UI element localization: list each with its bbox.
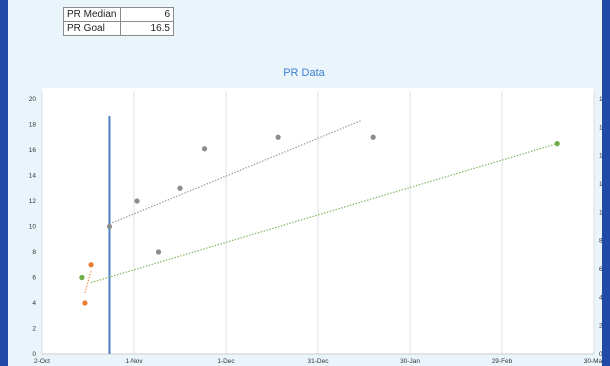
y-right-tick-label: 14 bbox=[599, 153, 602, 160]
y-right-tick-label: 0 bbox=[599, 351, 602, 358]
y-right-tick-label: 8 bbox=[599, 238, 602, 245]
y-left-tick-label: 6 bbox=[32, 275, 36, 282]
chart-title: PR Data bbox=[283, 67, 325, 79]
grey-point bbox=[275, 134, 281, 140]
grey-point bbox=[201, 146, 208, 152]
orange-trendline bbox=[84, 270, 92, 293]
grey-point bbox=[134, 198, 140, 204]
x-tick-label: 1-Nov bbox=[125, 358, 143, 365]
green-point bbox=[79, 274, 85, 281]
grey-point bbox=[106, 223, 113, 230]
y-right-tick-label: 18 bbox=[599, 96, 602, 103]
x-tick-label: 31-Dec bbox=[308, 358, 330, 365]
y-right-tick-label: 10 bbox=[599, 209, 602, 216]
y-right-tick-label: 4 bbox=[599, 294, 602, 301]
y-left-tick-label: 16 bbox=[29, 147, 37, 154]
y-left-tick-label: 10 bbox=[29, 224, 37, 231]
grey-point bbox=[155, 249, 162, 255]
y-left-tick-label: 14 bbox=[29, 173, 37, 180]
x-tick-label: 2-Oct bbox=[34, 358, 50, 365]
y-left-tick-label: 8 bbox=[32, 249, 36, 256]
x-tick-label: 30-Jan bbox=[400, 358, 420, 365]
y-left-tick-label: 4 bbox=[32, 300, 36, 307]
y-axis-left-ticks: 0 2 4 6 8 10 12 14 16 18 20 bbox=[29, 96, 37, 358]
y-axis-right-ticks: 0 2 4 6 8 10 12 14 16 18 bbox=[599, 96, 602, 358]
y-right-tick-label: 12 bbox=[599, 181, 602, 188]
y-right-tick-label: 6 bbox=[599, 266, 602, 273]
x-tick-label: 1-Dec bbox=[217, 358, 235, 365]
y-right-tick-label: 16 bbox=[599, 124, 602, 131]
y-right-tick-label: 2 bbox=[599, 323, 602, 330]
grey-point bbox=[177, 185, 183, 191]
x-tick-label: 29-Feb bbox=[492, 358, 513, 365]
chart-frame: PR Median 6 PR Goal 16.5 2-Oct 1-Nov 1-Dec… bbox=[8, 0, 602, 366]
grey-point bbox=[370, 134, 376, 140]
orange-point bbox=[88, 262, 94, 268]
gridlines bbox=[41, 91, 595, 355]
x-axis-ticks: 2-Oct 1-Nov 1-Dec 31-Dec 30-Jan 29-Feb 30-Mar bbox=[34, 358, 602, 365]
y-left-tick-label: 0 bbox=[32, 351, 36, 358]
pr-goal-row: PR Goal 16.5 bbox=[63, 21, 174, 36]
y-left-tick-label: 2 bbox=[32, 326, 36, 333]
pr-median-value[interactable]: 6 bbox=[120, 7, 174, 22]
trendlines bbox=[84, 120, 558, 293]
pr-goal-value[interactable]: 16.5 bbox=[120, 21, 174, 36]
y-left-tick-label: 18 bbox=[29, 122, 37, 129]
x-tick-label: 30-Mar bbox=[584, 358, 602, 365]
green-trendline bbox=[90, 143, 558, 284]
pr-goal-label: PR Goal bbox=[63, 21, 121, 36]
pr-median-label: PR Median bbox=[63, 7, 121, 22]
y-left-tick-label: 20 bbox=[29, 96, 37, 103]
green-point bbox=[554, 141, 560, 147]
orange-point bbox=[82, 300, 88, 306]
y-left-tick-label: 12 bbox=[29, 198, 37, 205]
pr-summary-table: PR Median 6 PR Goal 16.5 bbox=[63, 7, 174, 36]
pr-median-row: PR Median 6 bbox=[63, 7, 174, 22]
grey-trendline bbox=[109, 120, 362, 225]
data-points bbox=[79, 134, 560, 306]
pr-scatter-chart: 2-Oct1-Nov1-Dec31-Dec30-Jan29-Feb30-Mar … bbox=[29, 67, 602, 365]
